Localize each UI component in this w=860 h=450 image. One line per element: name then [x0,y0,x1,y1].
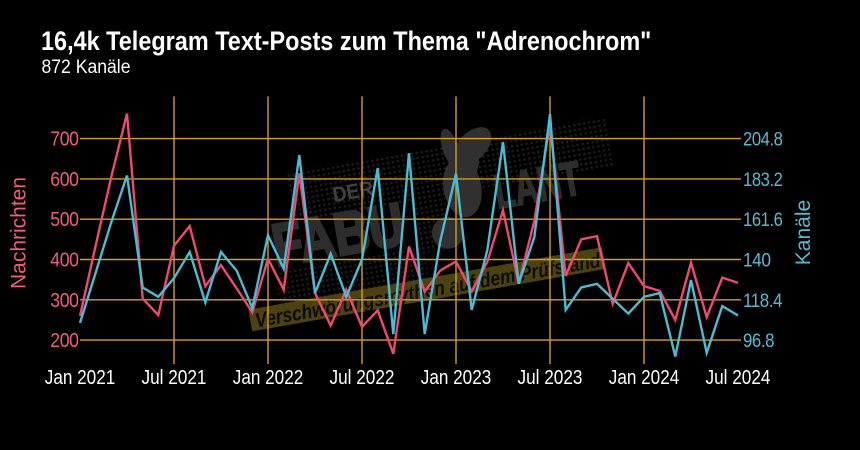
svg-text:Jan 2022: Jan 2022 [233,367,304,389]
svg-text:Jan 2023: Jan 2023 [421,367,492,389]
svg-text:872 Kanäle: 872 Kanäle [42,57,131,78]
svg-text:16,4k Telegram Text-Posts zum: 16,4k Telegram Text-Posts zum Thema "Adr… [41,27,651,57]
svg-text:Jul 2024: Jul 2024 [706,367,771,389]
svg-text:400: 400 [50,250,79,272]
svg-text:96.8: 96.8 [743,330,774,352]
svg-text:118.4: 118.4 [743,290,783,312]
svg-text:Jul 2023: Jul 2023 [518,367,583,389]
svg-text:204.8: 204.8 [743,129,783,151]
svg-text:Jan 2024: Jan 2024 [609,367,680,389]
svg-text:183.2: 183.2 [743,169,783,191]
svg-text:Jul 2021: Jul 2021 [142,367,207,389]
svg-text:Nachrichten: Nachrichten [7,177,30,289]
svg-text:700: 700 [50,129,79,151]
svg-text:300: 300 [50,290,79,312]
svg-text:600: 600 [50,169,79,191]
svg-text:Jan 2021: Jan 2021 [45,367,116,389]
svg-text:200: 200 [50,330,79,352]
svg-text:Kanäle: Kanäle [792,200,815,265]
svg-text:140: 140 [743,250,771,272]
svg-text:500: 500 [50,209,79,231]
svg-text:Jul 2022: Jul 2022 [330,367,395,389]
svg-text:161.6: 161.6 [743,209,783,231]
